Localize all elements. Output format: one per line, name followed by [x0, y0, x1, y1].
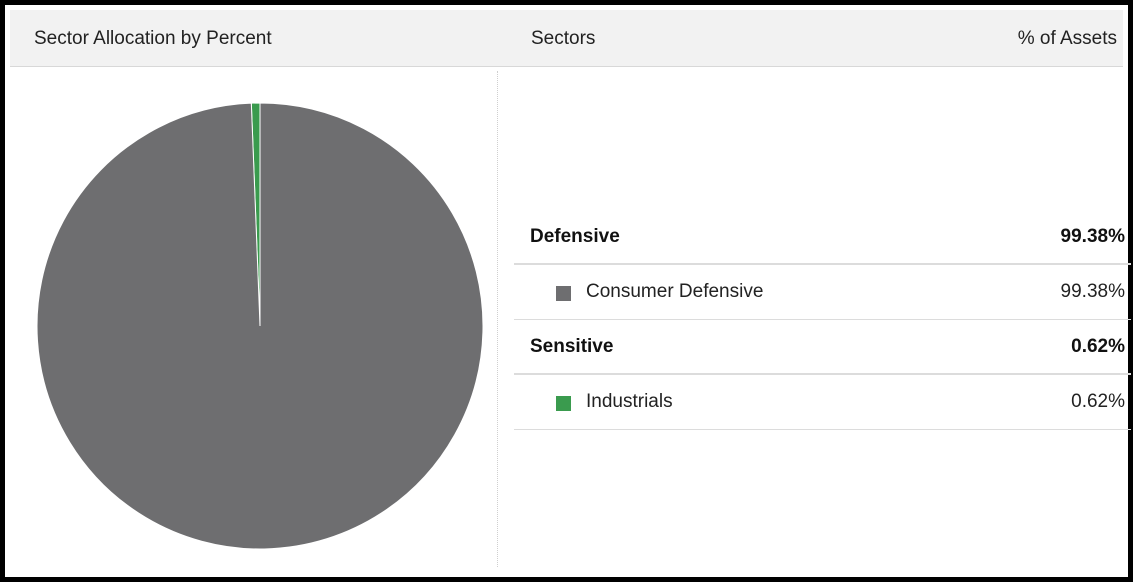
group-value: 99.38% [1060, 226, 1125, 247]
sector-value: 99.38% [1060, 281, 1125, 302]
assets-column-header: % of Assets [1017, 28, 1117, 49]
legend-swatch-consumer-defensive [556, 286, 571, 301]
sector-value: 0.62% [1071, 391, 1125, 412]
group-value: 0.62% [1071, 336, 1125, 357]
sector-row-consumer-defensive: Consumer Defensive 99.38% [514, 265, 1131, 320]
sector-pie-chart [36, 102, 484, 550]
sector-label: Industrials [586, 391, 673, 412]
column-divider [497, 71, 498, 567]
panel-header: Sector Allocation by Percent Sectors % o… [10, 10, 1123, 67]
chart-title: Sector Allocation by Percent [34, 28, 272, 49]
sectors-column-header: Sectors [531, 28, 596, 49]
group-row-defensive: Defensive 99.38% [514, 210, 1131, 265]
legend-swatch-industrials [556, 396, 571, 411]
sector-row-industrials: Industrials 0.62% [514, 375, 1131, 430]
sector-label: Consumer Defensive [586, 281, 764, 302]
group-label: Defensive [530, 226, 620, 247]
group-label: Sensitive [530, 336, 614, 357]
group-row-sensitive: Sensitive 0.62% [514, 320, 1131, 375]
pie-slice-consumer-defensive [36, 102, 484, 550]
sector-table: Defensive 99.38% Consumer Defensive 99.3… [514, 210, 1131, 430]
